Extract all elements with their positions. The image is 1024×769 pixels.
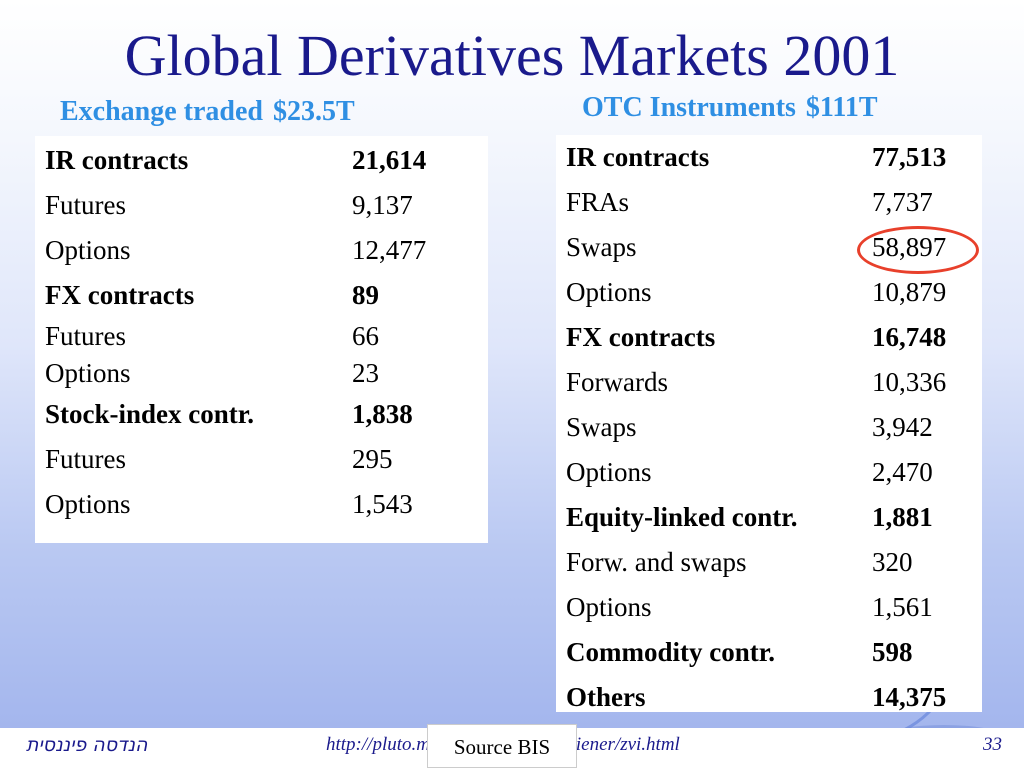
swaps-highlight-circle [857,226,979,274]
exchange-row-label: Futures [45,321,126,351]
exchange-row-label: Options [45,489,131,519]
exchange-heading-label: Exchange traded [60,96,263,127]
otc-row-label: Swaps [566,232,637,262]
otc-heading: OTC Instruments $111T [582,92,878,124]
otc-row: FX contracts 16,748 [566,315,982,360]
otc-row-label: Swaps [566,412,637,442]
exchange-row: IR contracts 21,614 [45,138,488,183]
otc-row-value: 16,748 [872,322,947,352]
otc-row-label: Equity-linked contr. [566,502,798,532]
otc-row-label: Options [566,457,652,487]
exchange-row: Futures 66 [45,318,488,355]
exchange-row-value: 1,838 [352,399,413,429]
exchange-row-label: Futures [45,444,126,474]
otc-row-value: 2,470 [872,457,933,487]
exchange-row: Options 23 [45,355,488,392]
otc-row: Others 14,375 [566,675,982,720]
otc-row: Forw. and swaps 320 [566,540,982,585]
exchange-total: $23.5T [273,96,355,127]
otc-heading-label: OTC Instruments [582,92,796,123]
footer-course-name: הנדסה פיננסית [26,734,148,756]
otc-row-value: 10,336 [872,367,947,397]
otc-row-value: 3,942 [872,412,933,442]
exchange-row-label: IR contracts [45,145,189,175]
slide-title: Global Derivatives Markets 2001 [124,23,900,88]
exchange-row-value: 9,137 [352,190,413,220]
otc-row-label: Commodity contr. [566,637,775,667]
otc-row-value: 598 [872,637,913,667]
exchange-row: Options 12,477 [45,228,488,273]
exchange-row: Options 1,543 [45,482,488,527]
exchange-row-label: Stock-index contr. [45,399,255,429]
otc-row-label: Options [566,592,652,622]
exchange-row-value: 1,543 [352,489,413,519]
exchange-row-label: Options [45,358,131,388]
exchange-row: Futures 295 [45,437,488,482]
otc-row-label: Others [566,682,646,712]
otc-table: IR contracts 77,513 FRAs 7,737 Swaps 58,897 Op… [566,135,982,720]
otc-row-label: Options [566,277,652,307]
otc-row: Options 2,470 [566,450,982,495]
otc-row-label: FX contracts [566,322,716,352]
otc-row-value: 320 [872,547,913,577]
otc-row-value: 7,737 [872,187,933,217]
otc-row-value: 10,879 [872,277,947,307]
exchange-table-panel: IR contracts 21,614 Futures 9,137 Options 12,… [35,136,488,543]
otc-row: FRAs 7,737 [566,180,982,225]
exchange-row-value: 21,614 [352,145,427,175]
otc-table-panel: IR contracts 77,513 FRAs 7,737 Swaps 58,897 Op… [556,135,982,712]
exchange-heading: Exchange traded $23.5T [60,96,355,128]
exchange-row-value: 12,477 [352,235,427,265]
otc-row-value: 14,375 [872,682,947,712]
exchange-row-label: Options [45,235,131,265]
exchange-table: IR contracts 21,614 Futures 9,137 Options 12,… [45,138,488,527]
exchange-row-value: 295 [352,444,393,474]
otc-row: Options 10,879 [566,270,982,315]
otc-row: Commodity contr. 598 [566,630,982,675]
exchange-row-label: FX contracts [45,280,195,310]
page-number: 33 [983,734,1002,755]
otc-row-label: FRAs [566,187,630,217]
otc-total: $111T [805,92,878,123]
otc-row: Equity-linked contr. 1,881 [566,495,982,540]
otc-row-value: 77,513 [872,142,947,172]
exchange-row-value: 66 [352,321,379,351]
exchange-row-label: Futures [45,190,126,220]
exchange-row: FX contracts 89 [45,273,488,318]
otc-row: Forwards 10,336 [566,360,982,405]
exchange-row-value: 89 [352,280,379,310]
otc-row: Swaps 3,942 [566,405,982,450]
otc-row-label: IR contracts [566,142,710,172]
otc-row-label: Forwards [566,367,668,397]
otc-row: IR contracts 77,513 [566,135,982,180]
exchange-row: Stock-index contr. 1,838 [45,392,488,437]
otc-row-label: Forw. and swaps [566,547,747,577]
otc-row: Options 1,561 [566,585,982,630]
exchange-row: Futures 9,137 [45,183,488,228]
otc-row-value: 1,561 [872,592,933,622]
otc-row-value: 1,881 [872,502,933,532]
source-label: Source BIS [427,724,577,768]
exchange-row-value: 23 [352,358,379,388]
